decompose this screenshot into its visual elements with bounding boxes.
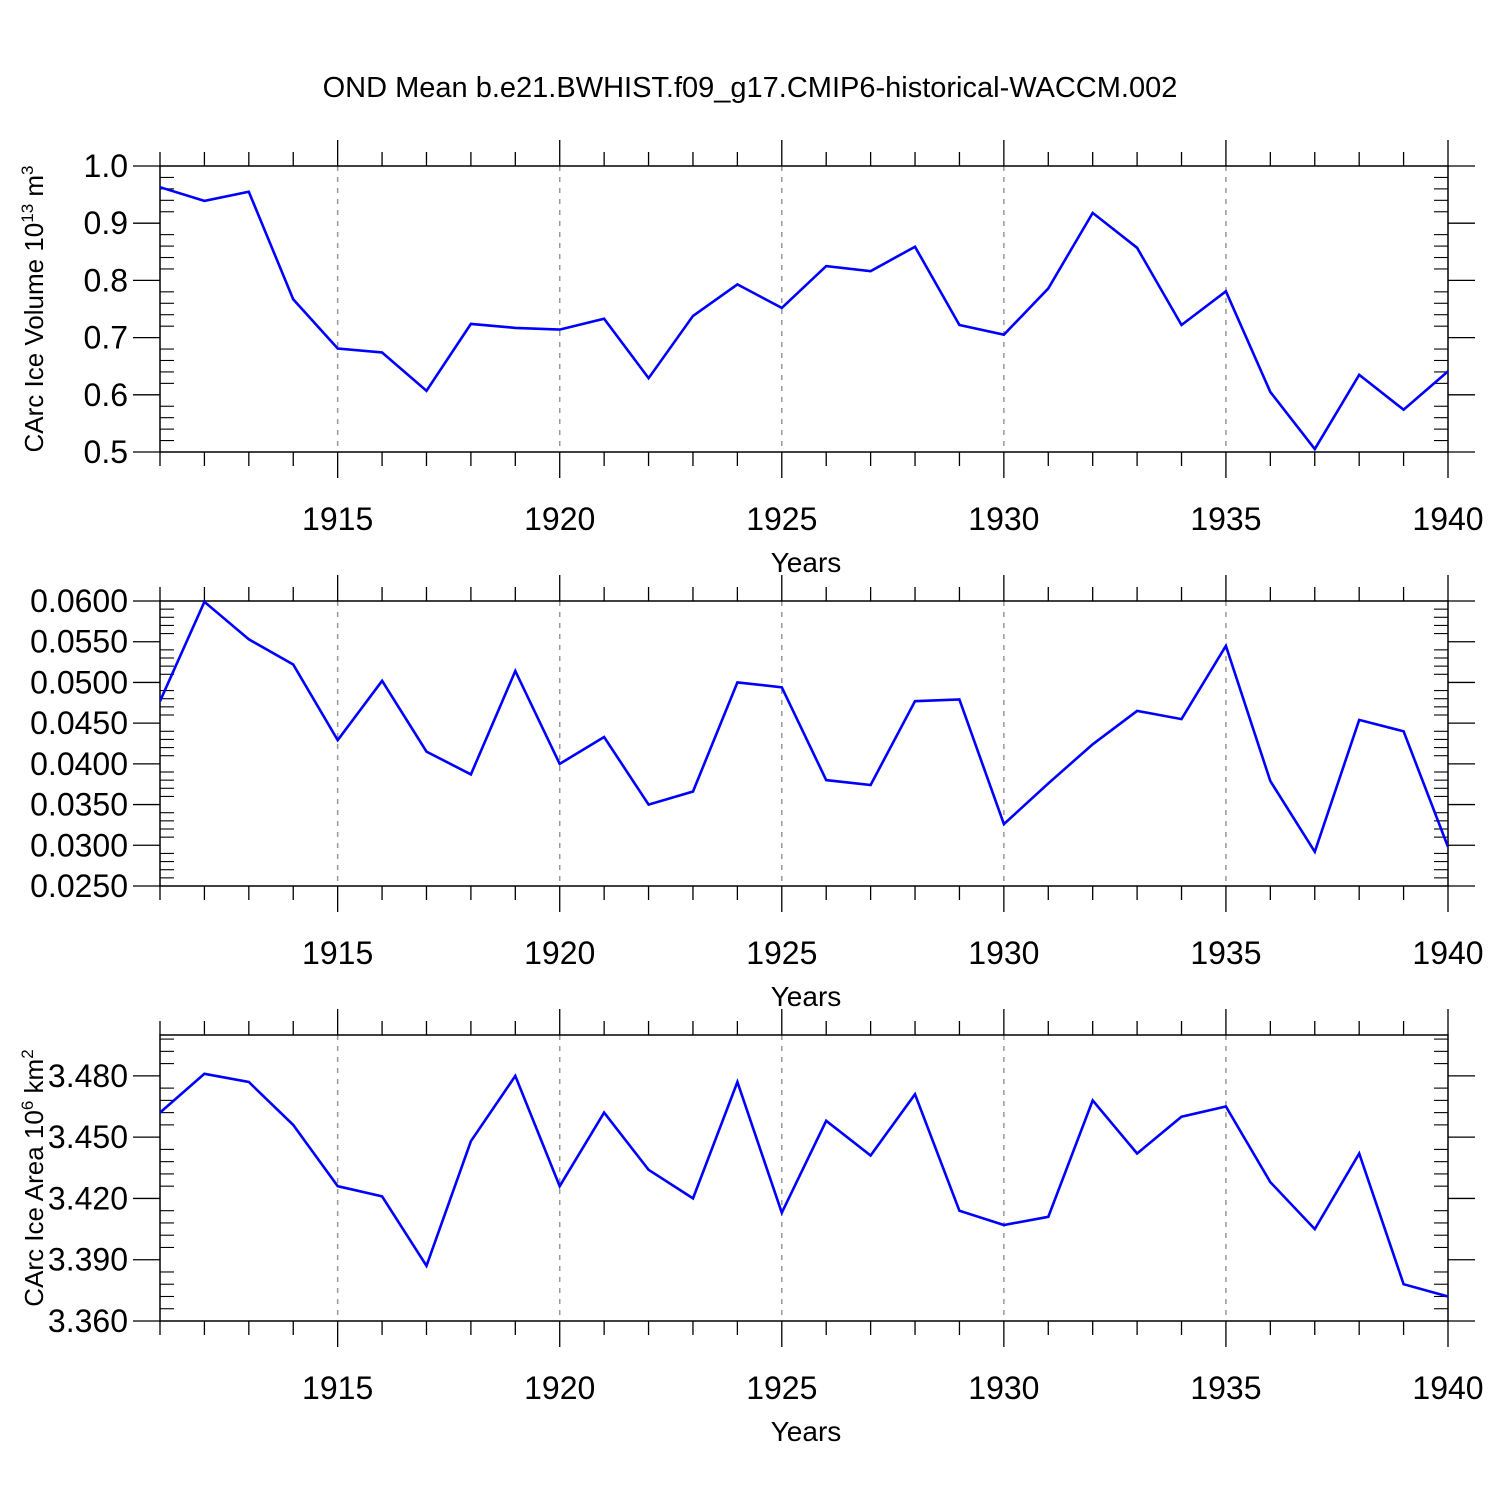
data-series-line bbox=[160, 185, 1448, 452]
y-tick-label: 3.480 bbox=[48, 1058, 128, 1094]
y-tick-label: 0.0600 bbox=[30, 583, 128, 619]
y-tick-label: 0.8 bbox=[84, 262, 128, 298]
y-tick-label: 0.0500 bbox=[30, 664, 128, 700]
y-tick-label: 3.450 bbox=[48, 1119, 128, 1155]
y-tick-label: 0.0450 bbox=[30, 705, 128, 741]
x-tick-label: 1940 bbox=[1412, 501, 1483, 537]
x-tick-label: 1940 bbox=[1412, 1370, 1483, 1406]
y-axis-label-ylabel-unit: km bbox=[19, 1059, 49, 1101]
data-series-line bbox=[160, 1072, 1448, 1298]
y-tick-label: 0.7 bbox=[84, 320, 128, 356]
y-tick-label: 0.0400 bbox=[30, 746, 128, 782]
y-tick-label: 1.0 bbox=[84, 148, 128, 184]
x-tick-label: 1925 bbox=[746, 935, 817, 971]
y-axis-label-ylabel-unit-exp: 3 bbox=[18, 165, 37, 174]
figure-title: OND Mean b.e21.BWHIST.f09_g17.CMIP6-hist… bbox=[322, 72, 1178, 104]
y-tick-label: 0.0250 bbox=[30, 868, 128, 904]
y-axis-label: CArc Ice Volume 1013 m3 bbox=[18, 165, 49, 452]
plot-frame bbox=[159, 1034, 1449, 1322]
x-tick-label: 1920 bbox=[524, 935, 595, 971]
y-axis-label-ylabel-unit-exp: 2 bbox=[18, 1049, 37, 1058]
data-series-line bbox=[160, 599, 1448, 855]
x-tick-label: 1930 bbox=[968, 935, 1039, 971]
chart-panel-2: 0.0250 0.0300 0.0350 0.0400 0.0450 0.0500 0.05… bbox=[30, 575, 1484, 1012]
x-tick-label: 1915 bbox=[302, 935, 373, 971]
x-tick-label: 1940 bbox=[1412, 935, 1483, 971]
x-tick-label: 1935 bbox=[1190, 935, 1261, 971]
x-axis-label: Years bbox=[771, 547, 842, 578]
plot-frame bbox=[159, 600, 1449, 887]
x-axis-label: Years bbox=[771, 981, 842, 1012]
y-axis-label-ylabel-exp: 6 bbox=[18, 1101, 37, 1110]
y-tick-label: 0.5 bbox=[84, 434, 128, 470]
y-tick-label: 3.420 bbox=[48, 1180, 128, 1216]
y-axis-label-ylabel-exp: 13 bbox=[18, 204, 37, 223]
y-axis-label-ylabel-unit: m bbox=[19, 175, 49, 204]
y-tick-label: 0.6 bbox=[84, 377, 128, 413]
x-tick-label: 1935 bbox=[1190, 501, 1261, 537]
y-tick-label: 3.390 bbox=[48, 1242, 128, 1278]
y-tick-label: 0.0550 bbox=[30, 624, 128, 660]
x-tick-label: 1925 bbox=[746, 501, 817, 537]
x-tick-label: 1925 bbox=[746, 1370, 817, 1406]
y-tick-label: 0.0300 bbox=[30, 827, 128, 863]
x-tick-label: 1920 bbox=[524, 501, 595, 537]
x-tick-label: 1930 bbox=[968, 501, 1039, 537]
y-axis-label-ylabel: CArc Ice Volume 10 bbox=[19, 223, 49, 453]
y-tick-label: 0.0350 bbox=[30, 787, 128, 823]
x-tick-label: 1920 bbox=[524, 1370, 595, 1406]
y-tick-label: 0.9 bbox=[84, 205, 128, 241]
chart-panel-3: 3.360 3.390 3.420 3.450 3.480 1915 1920 1925 193… bbox=[18, 1009, 1484, 1447]
x-tick-label: 1915 bbox=[302, 1370, 373, 1406]
plot-frame bbox=[159, 165, 1449, 453]
y-axis-label: CArc Ice Area 106 km2 bbox=[18, 1049, 49, 1306]
y-tick-label: 3.360 bbox=[48, 1303, 128, 1339]
x-tick-label: 1935 bbox=[1190, 1370, 1261, 1406]
x-tick-label: 1915 bbox=[302, 501, 373, 537]
x-tick-label: 1930 bbox=[968, 1370, 1039, 1406]
x-axis-label: Years bbox=[771, 1416, 842, 1447]
chart-panel-1: 0.5 0.6 0.7 0.8 0.9 1.0 1915 1920 1925 1930 1935 19… bbox=[18, 140, 1484, 578]
y-axis-label-ylabel: CArc Ice Area 10 bbox=[19, 1110, 49, 1307]
